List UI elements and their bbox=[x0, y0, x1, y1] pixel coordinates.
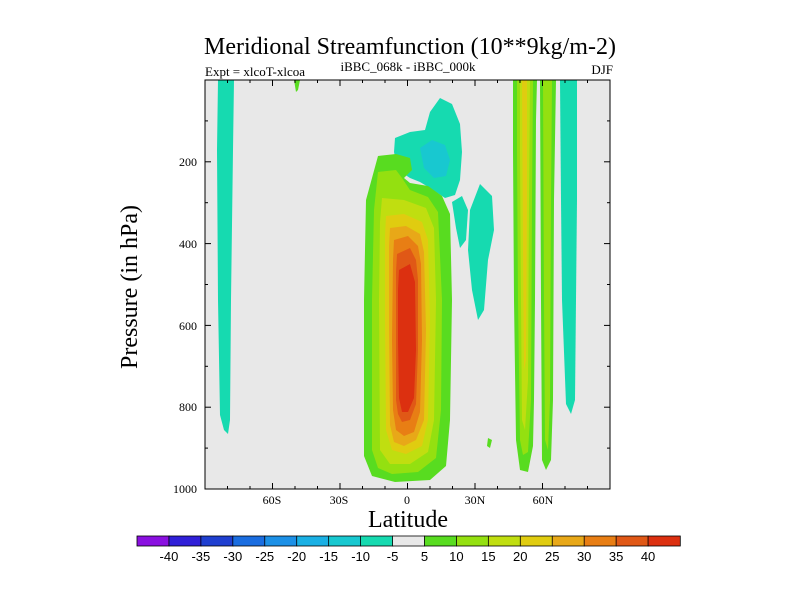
colorbar-swatch bbox=[487, 535, 521, 547]
colorbar-tick-label: 25 bbox=[545, 549, 559, 564]
colorbar-tick-label: 10 bbox=[449, 549, 463, 564]
colorbar-tick-label: -25 bbox=[255, 549, 274, 564]
run-difference-label: iBBC_068k - iBBC_000k bbox=[340, 59, 476, 74]
colorbar-tick-label: -35 bbox=[191, 549, 210, 564]
x-axis-label: Latitude bbox=[368, 507, 448, 533]
neg-area-20n bbox=[468, 184, 494, 320]
colorbar-tick-label: 5 bbox=[421, 549, 428, 564]
neg-dot-30n bbox=[487, 438, 492, 448]
colorbar-swatch bbox=[264, 535, 298, 547]
y-tick-label: 800 bbox=[179, 400, 197, 414]
x-tick-label: 60N bbox=[533, 493, 554, 507]
x-tick-label: 0 bbox=[404, 493, 410, 507]
colorbar-swatch bbox=[232, 535, 266, 547]
colorbar-tick-label: 15 bbox=[481, 549, 495, 564]
pos-cell-core bbox=[398, 264, 416, 412]
colorbar-swatch bbox=[615, 535, 649, 547]
colorbar-tick-label: -20 bbox=[287, 549, 306, 564]
colorbar-tick-label: 20 bbox=[513, 549, 527, 564]
neg-band-70n bbox=[560, 80, 577, 414]
colorbar-swatch bbox=[456, 535, 490, 547]
colorbar-swatch bbox=[424, 535, 458, 547]
y-axis-label: Pressure (in hPa) bbox=[117, 205, 143, 369]
colorbar: -40 -35 -30 -25 -20 -15 -10 -5 5 10 15 20 25 30 35 40 bbox=[136, 535, 681, 564]
colorbar-swatch bbox=[647, 535, 681, 547]
neg-band-75s bbox=[217, 80, 234, 434]
y-tick-label: 400 bbox=[179, 237, 197, 251]
contour-fields bbox=[217, 80, 577, 482]
neg-cell-aloft-inner bbox=[420, 140, 450, 178]
colorbar-tick-label: -5 bbox=[387, 549, 399, 564]
colorbar-tick-label: -10 bbox=[351, 549, 370, 564]
x-tick-label: 30N bbox=[465, 493, 486, 507]
y-tick-label: 1000 bbox=[173, 482, 197, 496]
chart-title: Meridional Streamfunction (10**9kg/m-2) bbox=[204, 34, 616, 60]
colorbar-swatch bbox=[583, 535, 617, 547]
colorbar-swatch bbox=[328, 535, 362, 547]
colorbar-tick-label: 35 bbox=[609, 549, 623, 564]
colorbar-swatch bbox=[360, 535, 394, 547]
neg-wisp-15n bbox=[452, 196, 468, 248]
colorbar-swatch bbox=[519, 535, 553, 547]
x-tick-label: 60S bbox=[263, 493, 282, 507]
pos-band-50n-core bbox=[522, 80, 527, 370]
tick-marks bbox=[204, 79, 611, 490]
experiment-label: Expt = xlcoT-xlcoa bbox=[205, 64, 305, 79]
season-label: DJF bbox=[591, 62, 613, 77]
colorbar-swatch bbox=[168, 535, 202, 547]
colorbar-tick-label: -30 bbox=[223, 549, 242, 564]
colorbar-swatch bbox=[296, 535, 330, 547]
colorbar-tick-label: 40 bbox=[641, 549, 655, 564]
y-tick-label: 600 bbox=[179, 319, 197, 333]
x-tick-label: 30S bbox=[330, 493, 349, 507]
pos-band-57n-inner bbox=[543, 80, 552, 450]
colorbar-tick-label: -15 bbox=[319, 549, 338, 564]
colorbar-swatch bbox=[200, 535, 234, 547]
y-tick-label: 200 bbox=[179, 155, 197, 169]
colorbar-tick-label: -40 bbox=[160, 549, 179, 564]
colorbar-swatch bbox=[136, 535, 170, 547]
colorbar-tick-label: 30 bbox=[577, 549, 591, 564]
colorbar-swatch bbox=[551, 535, 585, 547]
colorbar-swatch bbox=[392, 535, 426, 547]
